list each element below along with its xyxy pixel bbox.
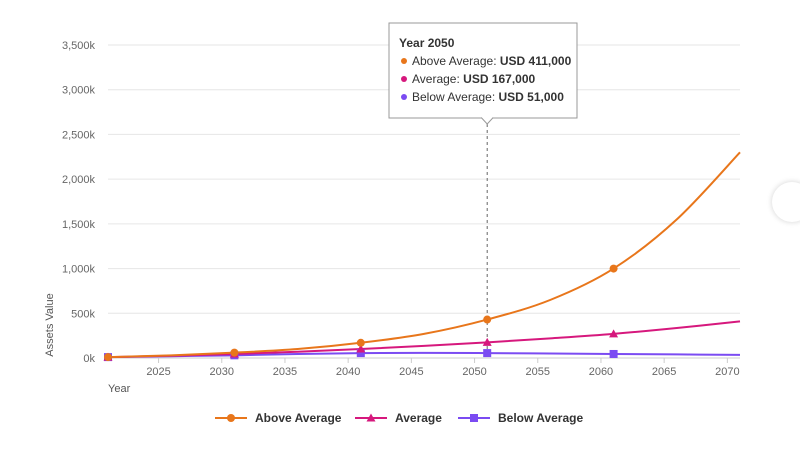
tooltip-rows: Above Average: USD 411,000 Average: USD 1… bbox=[401, 54, 572, 104]
tooltip-series-name: Average bbox=[412, 72, 457, 86]
series-lines bbox=[107, 151, 741, 359]
x-tick-label: 2070 bbox=[715, 366, 739, 378]
x-tick-label: 2030 bbox=[210, 366, 234, 378]
tooltip-series-dot bbox=[401, 58, 407, 64]
series-line-above bbox=[107, 151, 741, 359]
tooltip-pointer bbox=[480, 117, 494, 125]
legend-marker-above bbox=[227, 414, 235, 422]
legend[interactable]: Above Average Average Below Average bbox=[215, 411, 583, 425]
tooltip-row: Below Average: USD 51,000 bbox=[412, 90, 564, 104]
legend-item-below[interactable]: Below Average bbox=[458, 411, 583, 425]
data-point-above bbox=[104, 353, 112, 362]
y-tick-label: 3,500k bbox=[62, 40, 96, 52]
legend-item-above[interactable]: Above Average bbox=[215, 411, 342, 425]
x-tick-label: 2055 bbox=[526, 366, 550, 378]
x-axis-title: Year bbox=[108, 383, 131, 395]
x-tick-label: 2040 bbox=[336, 366, 360, 378]
data-point-below bbox=[356, 349, 365, 358]
tooltip-series-value: USD 51,000 bbox=[499, 90, 565, 104]
data-point-above bbox=[230, 348, 239, 357]
x-axis-ticks: 2025 2030 2035 2040 2045 2050 2055 2060 2065 2070 bbox=[146, 358, 740, 378]
data-point-average bbox=[356, 344, 366, 353]
tooltip-series-name: Above Average bbox=[412, 54, 494, 68]
y-axis-ticks: 0k 500k 1,000k 1,500k 2,000k 2,500k 3,000k 3,50… bbox=[62, 40, 96, 365]
tooltip-series-name: Below Average bbox=[412, 90, 492, 104]
tooltip-series-dot bbox=[401, 76, 407, 82]
series-line-average bbox=[107, 320, 741, 359]
x-tick-label: 2045 bbox=[399, 366, 423, 378]
x-tick-label: 2065 bbox=[652, 366, 676, 378]
legend-label: Below Average bbox=[498, 411, 583, 425]
x-tick-label: 2050 bbox=[462, 366, 486, 378]
tooltip-row: Average: USD 167,000 bbox=[412, 72, 536, 86]
y-tick-label: 1,000k bbox=[62, 264, 96, 276]
y-tick-label: 3,000k bbox=[62, 85, 96, 97]
data-point-average bbox=[482, 337, 492, 346]
data-point-below bbox=[483, 349, 492, 358]
series-markers bbox=[103, 264, 619, 362]
data-point-above bbox=[609, 264, 618, 273]
tooltip-row: Above Average: USD 411,000 bbox=[412, 54, 572, 68]
y-tick-label: 0k bbox=[83, 353, 95, 365]
series-line-below bbox=[107, 351, 741, 359]
legend-item-average[interactable]: Average bbox=[355, 411, 442, 425]
tooltip-series-value: USD 167,000 bbox=[463, 72, 535, 86]
y-tick-label: 2,000k bbox=[62, 174, 96, 186]
tooltip: Year 2050 Above Average: USD 411,000 Aver… bbox=[388, 22, 578, 125]
data-point-above bbox=[356, 338, 365, 347]
tooltip-box bbox=[388, 22, 578, 119]
y-tick-label: 500k bbox=[71, 308, 95, 320]
tooltip-series-value: USD 411,000 bbox=[500, 54, 572, 68]
tooltip-title: Year 2050 bbox=[399, 36, 455, 50]
y-tick-label: 2,500k bbox=[62, 129, 96, 141]
y-tick-label: 1,500k bbox=[62, 219, 96, 231]
y-axis-title: Assets Value bbox=[44, 293, 56, 356]
tooltip-series-dot bbox=[401, 94, 407, 100]
x-tick-label: 2025 bbox=[146, 366, 170, 378]
data-point-below bbox=[609, 349, 618, 358]
x-tick-label: 2060 bbox=[589, 366, 613, 378]
side-panel-toggle-button[interactable] bbox=[772, 182, 800, 222]
x-tick-label: 2035 bbox=[273, 366, 297, 378]
data-point-above bbox=[483, 315, 492, 324]
legend-label: Above Average bbox=[255, 411, 342, 425]
legend-marker-below bbox=[470, 414, 478, 422]
legend-label: Average bbox=[395, 411, 442, 425]
legend-marker-average bbox=[366, 413, 376, 422]
data-point-average bbox=[609, 329, 619, 338]
